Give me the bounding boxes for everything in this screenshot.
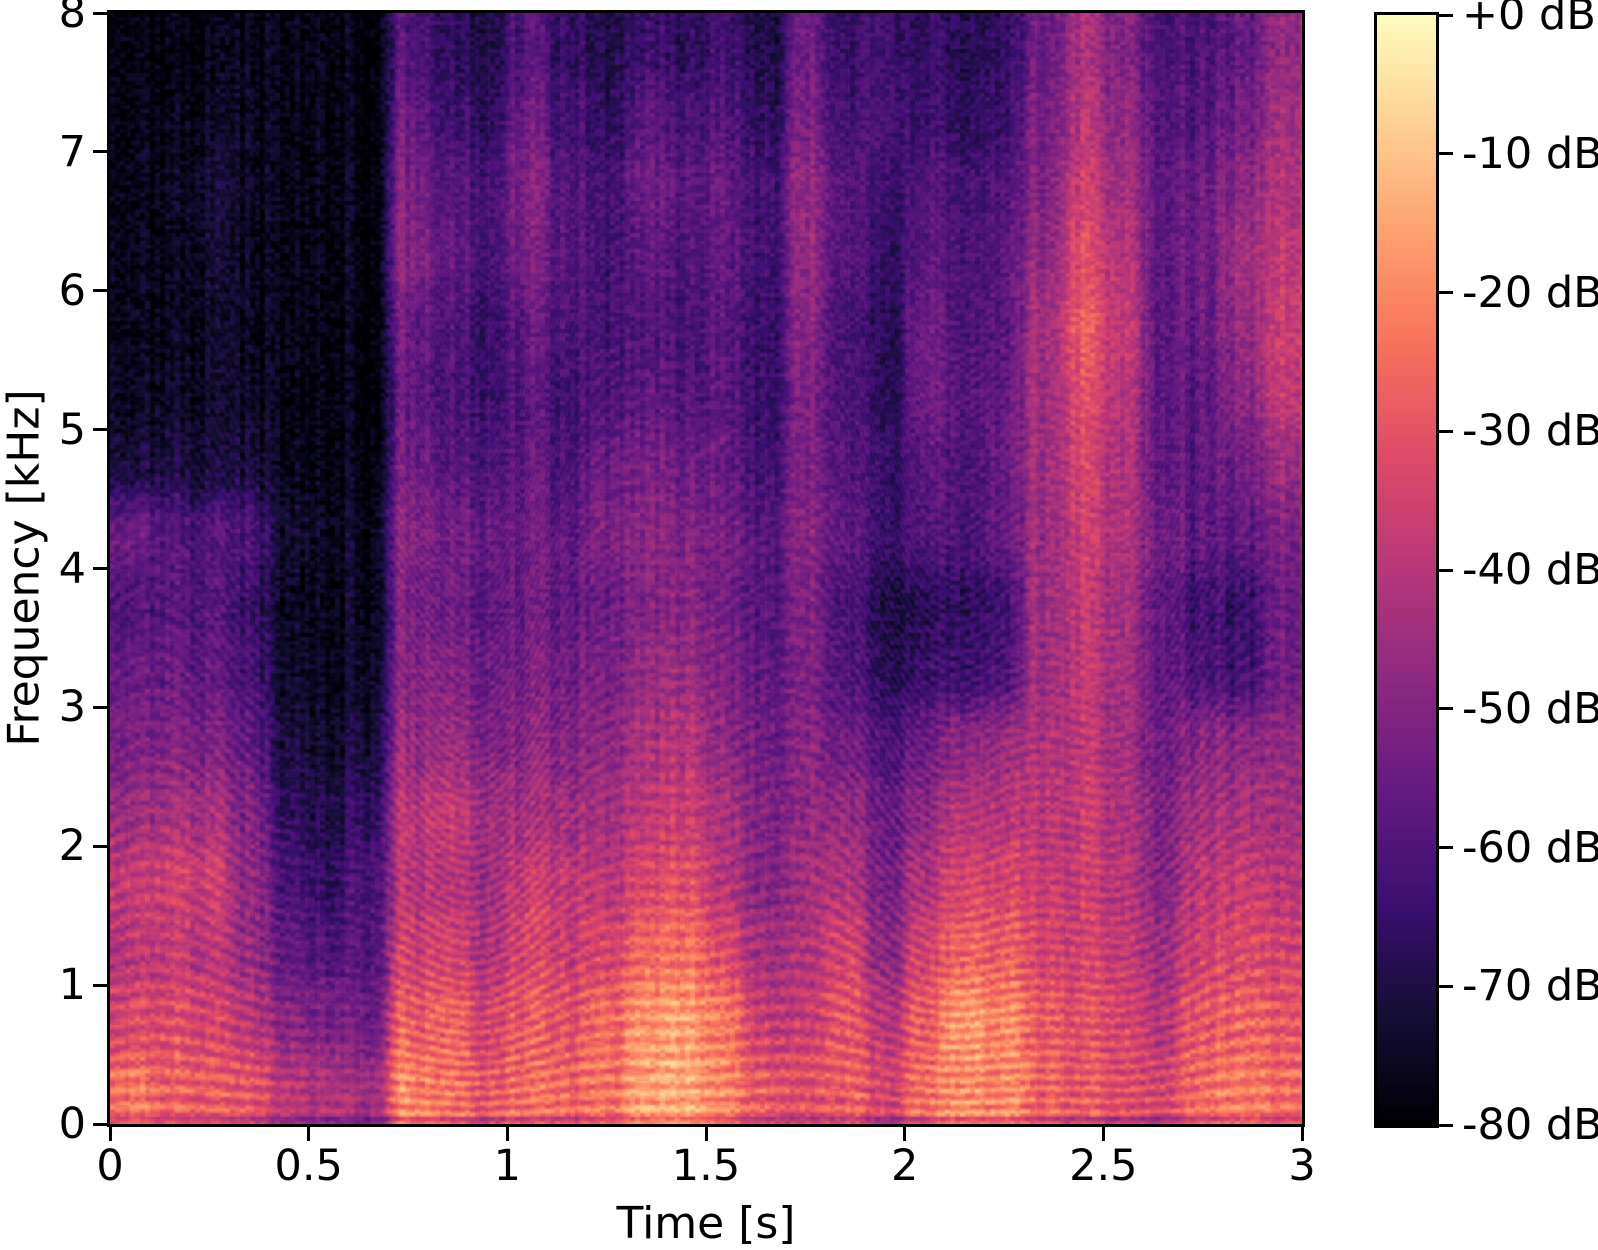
x-tick-label: 1.5 <box>671 1141 741 1191</box>
y-tick <box>93 705 107 709</box>
x-axis-label: Time [s] <box>616 1198 796 1249</box>
colorbar <box>1374 12 1439 1128</box>
colorbar-tick <box>1439 152 1453 156</box>
x-tick-label: 1 <box>493 1141 522 1191</box>
spectrogram-image <box>110 13 1302 1124</box>
colorbar-tick <box>1439 984 1453 988</box>
y-tick-label: 0 <box>58 1099 86 1149</box>
colorbar-tick <box>1439 429 1453 433</box>
y-tick-label: 4 <box>58 543 86 594</box>
y-tick-label: 8 <box>58 0 86 38</box>
y-tick-label: 6 <box>58 265 86 316</box>
colorbar-tick-label: -80 dB <box>1462 1100 1598 1150</box>
y-tick-label: 3 <box>58 682 86 733</box>
colorbar-tick <box>1439 291 1453 294</box>
colorbar-tick-label: -10 dB <box>1462 128 1598 179</box>
colorbar-tick-label: -70 dB <box>1462 961 1598 1012</box>
colorbar-tick-label: -40 dB <box>1462 545 1598 595</box>
colorbar-tick <box>1439 13 1453 17</box>
x-tick <box>1300 1127 1304 1141</box>
x-tick <box>108 1127 112 1141</box>
colorbar-tick <box>1439 1123 1453 1127</box>
y-tick <box>93 289 107 293</box>
y-tick <box>93 11 107 15</box>
x-tick <box>704 1127 708 1141</box>
y-tick-label: 5 <box>58 404 86 455</box>
y-tick-label: 2 <box>58 821 86 872</box>
y-tick <box>93 150 107 154</box>
y-tick <box>93 1122 107 1126</box>
colorbar-tick <box>1439 568 1453 572</box>
y-tick <box>93 844 107 848</box>
colorbar-tick-label: -30 dB <box>1462 406 1598 457</box>
x-tick-label: 0.5 <box>274 1141 343 1191</box>
y-tick <box>93 428 107 432</box>
y-tick-label: 7 <box>58 126 86 177</box>
x-tick-label: 0 <box>96 1141 124 1191</box>
colorbar-tick <box>1439 846 1453 849</box>
y-tick <box>93 567 107 570</box>
colorbar-tick-label: -20 dB <box>1462 267 1598 318</box>
x-tick-label: 3 <box>1288 1141 1316 1191</box>
x-tick <box>505 1127 509 1141</box>
colorbar-tick-label: -50 dB <box>1462 683 1598 734</box>
x-tick <box>1101 1127 1105 1141</box>
colorbar-gradient <box>1377 15 1436 1125</box>
colorbar-tick <box>1439 707 1453 711</box>
colorbar-tick-label: -60 dB <box>1462 822 1598 873</box>
colorbar-tick-label: +0 dB <box>1462 0 1596 40</box>
y-tick <box>93 983 107 987</box>
x-tick-label: 2 <box>890 1141 919 1191</box>
y-tick-label: 1 <box>58 960 86 1011</box>
x-tick <box>903 1127 907 1141</box>
x-tick <box>307 1127 311 1141</box>
x-tick-label: 2.5 <box>1069 1141 1138 1191</box>
